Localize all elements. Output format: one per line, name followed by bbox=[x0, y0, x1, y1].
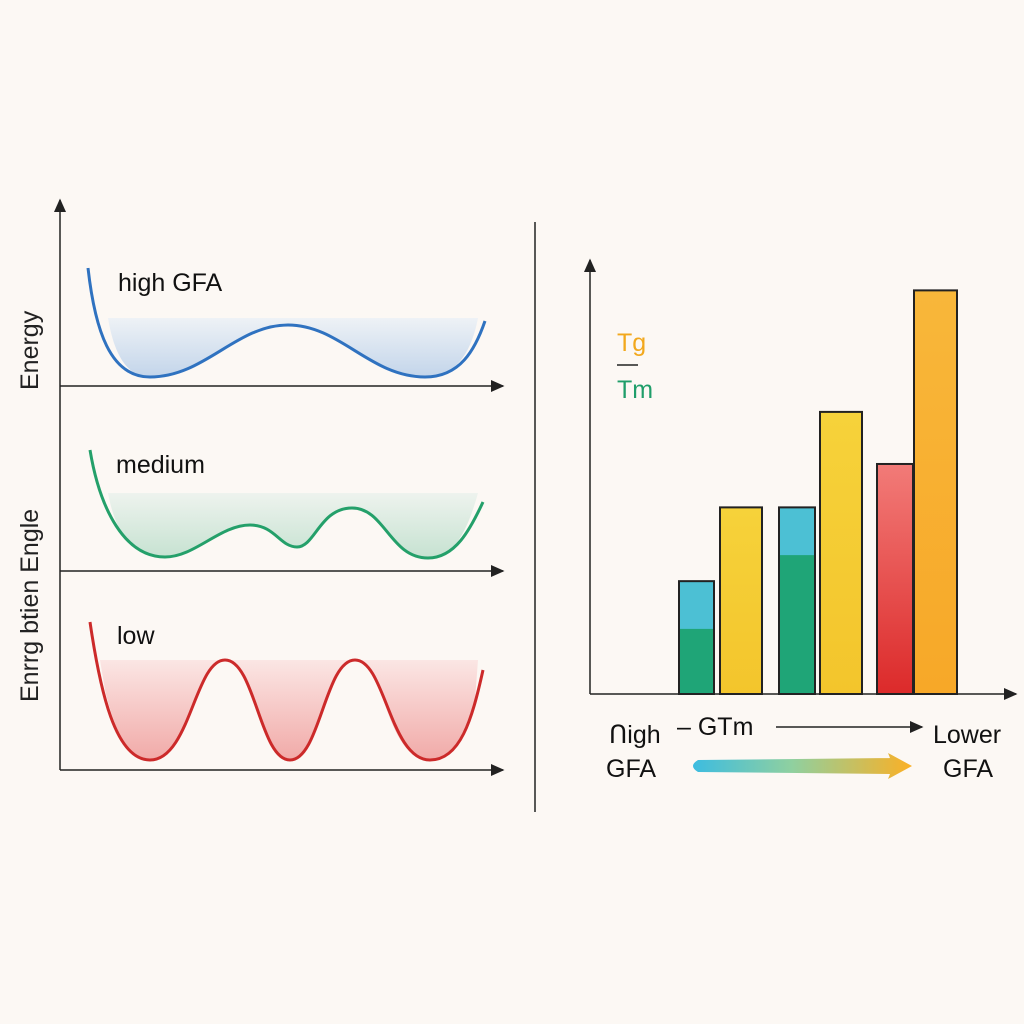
bar-5 bbox=[876, 462, 914, 696]
curve-low bbox=[88, 621, 485, 762]
energy-landscape-medium: medium bbox=[60, 449, 505, 577]
gradient-arrow bbox=[693, 753, 912, 779]
curve-high bbox=[86, 267, 487, 379]
label-medium: medium bbox=[116, 451, 205, 479]
energy-landscape-low: low bbox=[60, 621, 505, 776]
curve-medium bbox=[88, 449, 485, 560]
y-label-top: Energy bbox=[16, 310, 44, 390]
bar-6 bbox=[913, 289, 958, 695]
label-high-2: GFA bbox=[606, 755, 656, 783]
bar-4 bbox=[819, 410, 863, 695]
y-label-bottom: Enrrg btien Engle bbox=[16, 509, 44, 702]
label-high-1: Ոigh bbox=[609, 721, 661, 749]
energy-landscape-high: high GFA bbox=[60, 267, 505, 392]
bar-2 bbox=[719, 506, 763, 695]
legend-tm: Tm bbox=[617, 376, 653, 404]
label-gtm: – GTm bbox=[677, 713, 753, 741]
label-low: low bbox=[117, 622, 155, 650]
legend-tg: Tg bbox=[617, 329, 646, 357]
label-lower-2: GFA bbox=[943, 755, 993, 783]
bar-1-lower-segment bbox=[680, 628, 713, 693]
label-lower-1: Lower bbox=[933, 721, 1001, 749]
bar-3-lower-segment bbox=[780, 555, 814, 693]
label-high-gfa: high GFA bbox=[118, 269, 223, 297]
bar-group bbox=[678, 289, 958, 696]
